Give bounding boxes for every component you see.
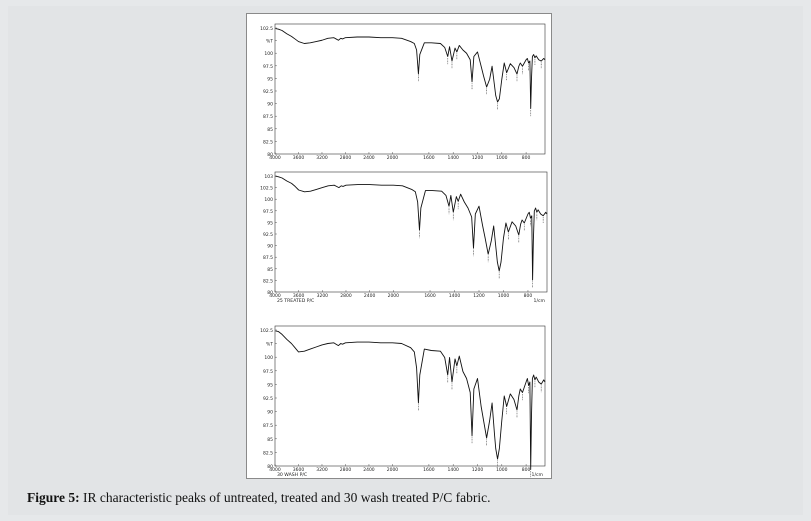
y-tick-label: 82.5 [263, 450, 273, 456]
x-tick-label: 1600 [424, 293, 436, 299]
y-tick-label: 92.5 [263, 232, 273, 238]
x-tick-label: 3600 [293, 293, 305, 299]
y-tick-label: 97.5 [263, 64, 273, 70]
y-tick-label: 97.5 [263, 369, 273, 375]
y-tick-label: 82.5 [263, 139, 273, 145]
x-tick-label: 3200 [317, 293, 329, 299]
x-tick-label: 1000 [496, 155, 508, 161]
y-tick-label: 100 [264, 51, 273, 57]
x-tick-label: 1400 [447, 467, 459, 473]
x-tick-label: 1000 [496, 467, 508, 473]
x-tick-label: 1200 [472, 467, 484, 473]
x-tick-label: 2800 [340, 155, 352, 161]
y-tick-label: 87.5 [263, 255, 273, 261]
ir-spectra-figure: 102.5 %T 100 97.5 95 92.5 90 87.5 85 82.5 80 4000 36… [246, 13, 552, 479]
y-tick-label: 85 [267, 437, 273, 443]
x-tick-label: 2800 [340, 293, 352, 299]
caption-text: IR characteristic peaks of untreated, tr… [83, 490, 491, 505]
x-tick-label: 2800 [340, 467, 352, 473]
sample-label: 25 TREATED P/C [277, 298, 314, 304]
y-tick-label: 87.5 [263, 114, 273, 120]
y-tick-label: 85 [267, 127, 273, 133]
y-tick-label: 102.5 [260, 328, 273, 334]
y-tick-label: 95 [267, 76, 273, 82]
y-tick-label: 100 [264, 197, 273, 203]
x-tick-label: 1200 [473, 293, 485, 299]
x-tick-label: 4000 [269, 293, 281, 299]
x-tick-label: 1200 [472, 155, 484, 161]
y-tick-label: 102.5 [260, 186, 273, 192]
sample-label: 30 WASH P/C [277, 472, 307, 478]
x-tick-label: 2000 [387, 467, 399, 473]
y-tick-label: 103 [264, 174, 273, 180]
x-tick-label: 2000 [388, 293, 400, 299]
y-tick-label: 100 [264, 355, 273, 361]
x-tick-label: 1000 [498, 293, 510, 299]
x-tick-label: 1400 [449, 293, 461, 299]
y-tick-label: %T [266, 39, 273, 45]
x-tick-label: 1400 [447, 155, 459, 161]
y-tick-label: 102.5 [260, 26, 273, 32]
x-tick-label: 4000 [269, 155, 281, 161]
y-tick-label: 85 [267, 267, 273, 273]
x-unit-label: 1/cm [532, 472, 544, 478]
spectrum-line [275, 175, 548, 281]
plot-frame [274, 325, 546, 467]
x-tick-label: 2400 [363, 155, 375, 161]
x-tick-label: 3200 [316, 467, 328, 473]
y-tick-label: 92.5 [263, 89, 273, 95]
x-tick-label: 2400 [363, 467, 375, 473]
y-tick-label: 90 [267, 410, 273, 416]
x-tick-label: 3600 [293, 155, 305, 161]
x-tick-label: 3600 [293, 467, 305, 473]
y-tick-label: 80 [267, 290, 273, 296]
y-tick-label: 80 [267, 152, 273, 158]
y-tick-label: 95 [267, 382, 273, 388]
y-tick-label: 87.5 [263, 423, 273, 429]
y-tick-label: 92.5 [263, 396, 273, 402]
plot-frame [274, 171, 548, 293]
x-tick-label: 1600 [423, 155, 435, 161]
figure-caption: Figure 5: IR characteristic peaks of unt… [27, 490, 490, 506]
x-tick-label: 800 [522, 155, 531, 161]
spectrum-line [275, 330, 546, 470]
x-tick-label: 1600 [423, 467, 435, 473]
caption-label: Figure 5: [27, 490, 80, 505]
x-tick-label: 2000 [387, 155, 399, 161]
y-tick-label: %T [266, 342, 273, 348]
y-tick-label: 82.5 [263, 278, 273, 284]
x-unit-label: 1/cm [534, 298, 546, 304]
x-tick-label: 4000 [269, 467, 281, 473]
y-tick-label: 97.5 [263, 209, 273, 215]
y-tick-label: 80 [267, 464, 273, 470]
x-tick-label: 800 [522, 467, 531, 473]
y-tick-label: 95 [267, 220, 273, 226]
spectrum-line [275, 28, 546, 109]
x-tick-label: 800 [524, 293, 533, 299]
y-tick-label: 90 [267, 102, 273, 108]
plot-frame [274, 23, 546, 155]
x-tick-label: 2400 [364, 293, 376, 299]
y-tick-label: 90 [267, 244, 273, 250]
x-tick-label: 3200 [316, 155, 328, 161]
